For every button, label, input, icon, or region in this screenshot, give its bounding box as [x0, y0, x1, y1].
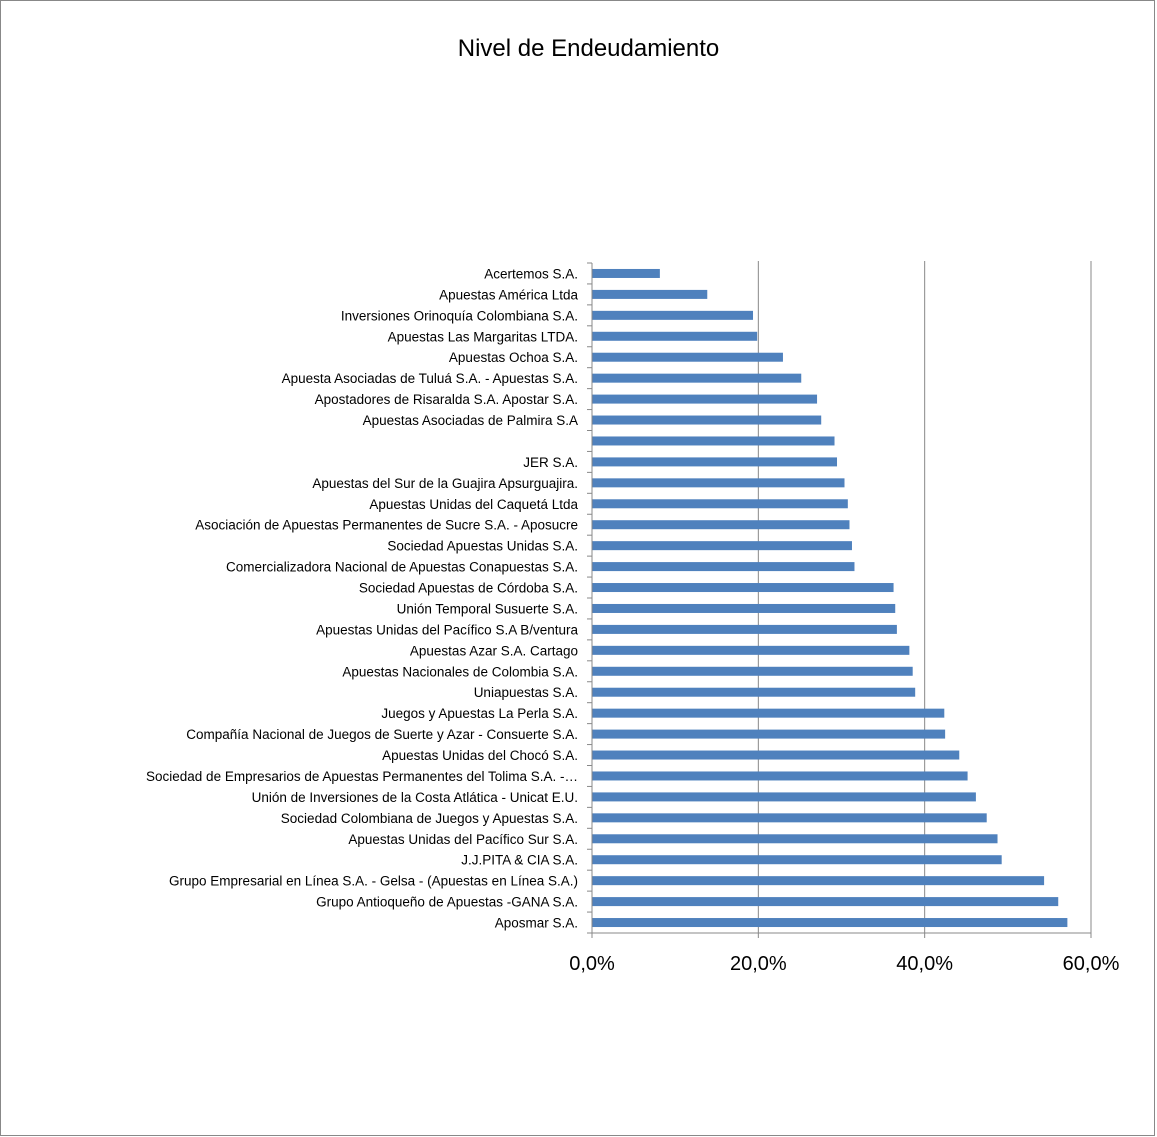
category-label: Inversiones Orinoquía Colombiana S.A. — [341, 308, 578, 323]
category-label: Sociedad de Empresarios de Apuestas Perm… — [146, 769, 578, 784]
bar — [592, 687, 916, 697]
category-label: Apuestas Asociadas de Palmira S.A — [363, 413, 578, 428]
category-label: Apostadores de Risaralda S.A. Apostar S.… — [315, 392, 578, 407]
x-tick-label: 60,0% — [1063, 953, 1120, 975]
x-tick-label: 20,0% — [730, 953, 787, 975]
bar — [592, 373, 802, 383]
category-label: Apuestas Nacionales de Colombia S.A. — [342, 664, 578, 679]
category-label: Juegos y Apuestas La Perla S.A. — [381, 706, 578, 721]
bar — [592, 792, 976, 802]
category-label: Grupo Antioqueño de Apuestas -GANA S.A. — [316, 895, 578, 910]
bar — [592, 310, 754, 320]
category-label: Sociedad Apuestas de Córdoba S.A. — [359, 581, 578, 596]
category-label: Sociedad Apuestas Unidas S.A. — [387, 539, 578, 554]
category-label: Unión de Inversiones de la Costa Atlátic… — [252, 790, 578, 805]
bar — [592, 436, 835, 446]
bar — [592, 352, 783, 362]
chart-title: Nivel de Endeudamiento — [457, 35, 720, 62]
bar — [592, 645, 910, 655]
bar — [592, 478, 845, 488]
bar — [592, 813, 987, 823]
category-label: Unión Temporal Susuerte S.A. — [397, 601, 578, 616]
bar — [592, 603, 896, 613]
bar — [592, 541, 852, 551]
x-tick-label: 0,0% — [569, 953, 615, 975]
category-label: Apuestas del Sur de la Guajira Apsurguaj… — [312, 476, 578, 491]
bar — [592, 415, 822, 425]
category-label: Comercializadora Nacional de Apuestas Co… — [226, 560, 578, 575]
bar — [592, 268, 660, 278]
category-label: Apuestas América Ltda — [439, 287, 578, 302]
bar — [592, 394, 818, 404]
category-label: Aposmar S.A. — [495, 916, 578, 931]
category-label: Compañía Nacional de Juegos de Suerte y … — [186, 727, 578, 742]
bar — [592, 666, 913, 676]
category-label: Apuestas Unidas del Pacífico S.A B/ventu… — [316, 622, 578, 637]
bar — [592, 729, 946, 739]
category-label: Sociedad Colombiana de Juegos y Apuestas… — [281, 811, 578, 826]
bar — [592, 583, 894, 593]
bar — [592, 750, 960, 760]
category-label: Apuestas Unidas del Caquetá Ltda — [369, 497, 578, 512]
category-label: J.J.PITA & CIA S.A. — [461, 853, 578, 868]
bar — [592, 834, 998, 844]
category-label: Apuestas Azar S.A. Cartago — [410, 643, 578, 658]
bar — [592, 918, 1068, 928]
bar — [592, 331, 758, 341]
bar — [592, 499, 848, 509]
category-label: Apuestas Ochoa S.A. — [449, 350, 578, 365]
x-tick-label: 40,0% — [896, 953, 953, 975]
bar — [592, 457, 838, 467]
bar — [592, 876, 1045, 886]
bar — [592, 771, 968, 781]
category-label: Acertemos S.A. — [484, 266, 578, 281]
category-label: Apuestas Unidas del Pacífico Sur S.A. — [348, 832, 578, 847]
bar — [592, 708, 945, 718]
bar — [592, 289, 708, 299]
category-label: Grupo Empresarial en Línea S.A. - Gelsa … — [169, 874, 578, 889]
category-label: Apuestas Unidas del Chocó S.A. — [382, 748, 578, 763]
category-label: Apuestas Las Margaritas LTDA. — [388, 329, 578, 344]
bar — [592, 562, 855, 572]
bar — [592, 855, 1002, 865]
category-label: Uniapuestas S.A. — [474, 685, 578, 700]
category-label: Apuesta Asociadas de Tuluá S.A. - Apuest… — [282, 371, 578, 386]
bar — [592, 624, 897, 634]
category-label: Asociación de Apuestas Permanentes de Su… — [195, 518, 578, 533]
bar — [592, 520, 850, 530]
category-label: JER S.A. — [523, 455, 578, 470]
bar — [592, 897, 1059, 907]
